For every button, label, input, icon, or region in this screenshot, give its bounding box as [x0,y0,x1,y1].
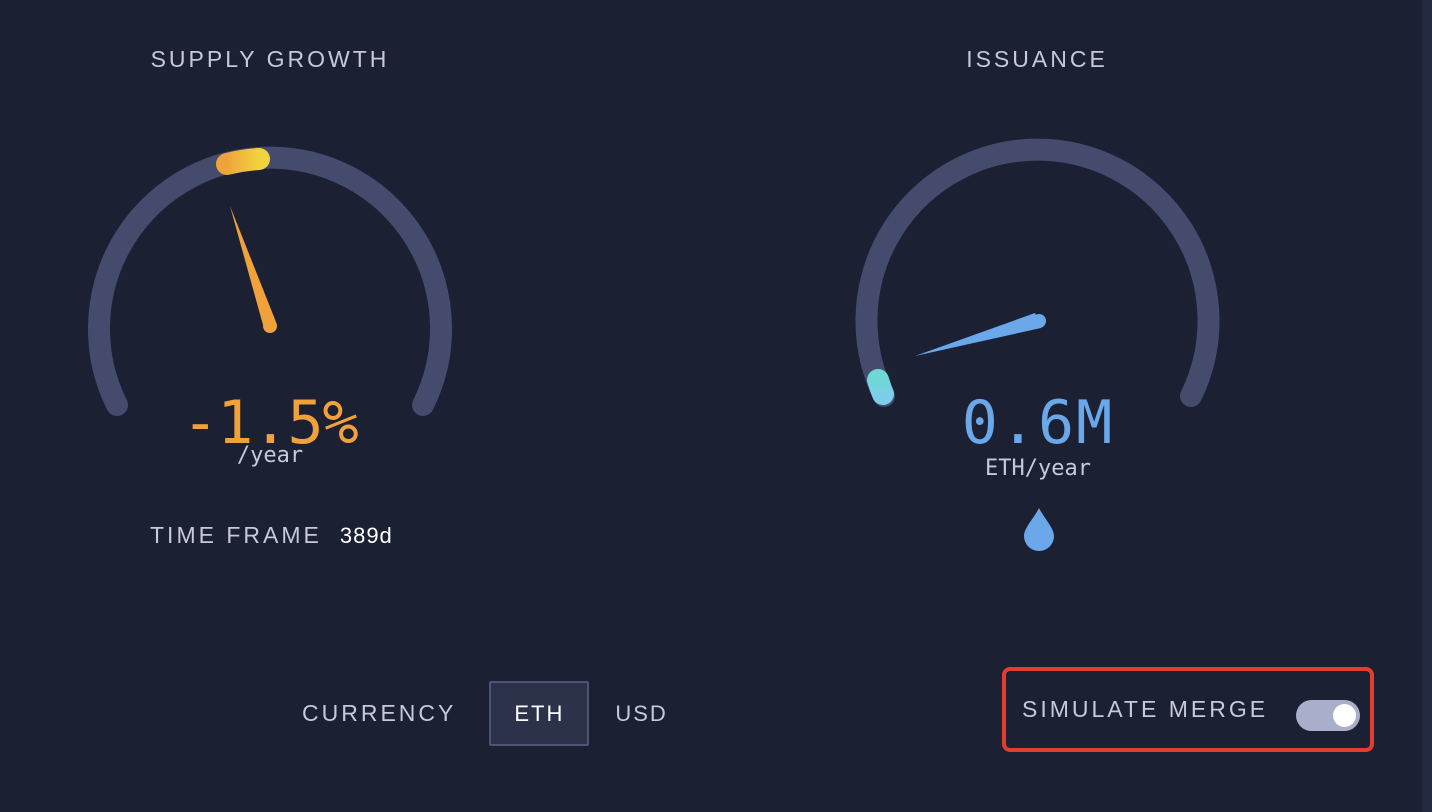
currency-label: CURRENCY [302,700,457,726]
issuance-value: 0.6M [961,388,1115,458]
simulate-merge-toggle[interactable] [1296,700,1360,731]
supply-growth-needle [230,206,276,325]
supply-growth-track [88,146,452,416]
supply-growth-value-arc [216,148,270,175]
issuance-track [855,138,1220,407]
supply-growth-value: -1.5% [182,388,359,458]
issuance-needle-hub [1032,314,1046,328]
issuance-value-arc [867,369,894,405]
simulate-merge-highlight: SIMULATE MERGE [1002,667,1374,752]
issuance-title: ISSUANCE [966,46,1108,72]
currency-usd-button[interactable]: USD [615,700,668,726]
currency-selector: CURRENCY ETH USD [302,681,668,746]
simulate-merge-label: SIMULATE MERGE [1022,696,1269,722]
issuance-unit: ETH/year [985,456,1091,481]
issuance-needle [915,313,1041,356]
time-frame-label: TIME FRAME [150,522,322,548]
simulate-merge-toggle-knob [1333,704,1356,727]
drop-icon [1024,508,1054,551]
scroll-edge [1422,0,1432,812]
time-frame: TIME FRAME 389d [150,522,393,549]
issuance-gauge [855,138,1220,407]
currency-eth-button[interactable]: ETH [489,681,590,746]
supply-growth-gauge [88,146,452,416]
supply-growth-unit: /year [236,443,304,468]
supply-growth-title: SUPPLY GROWTH [150,46,390,72]
time-frame-value[interactable]: 389d [339,522,393,548]
supply-growth-needle-hub [263,319,277,333]
